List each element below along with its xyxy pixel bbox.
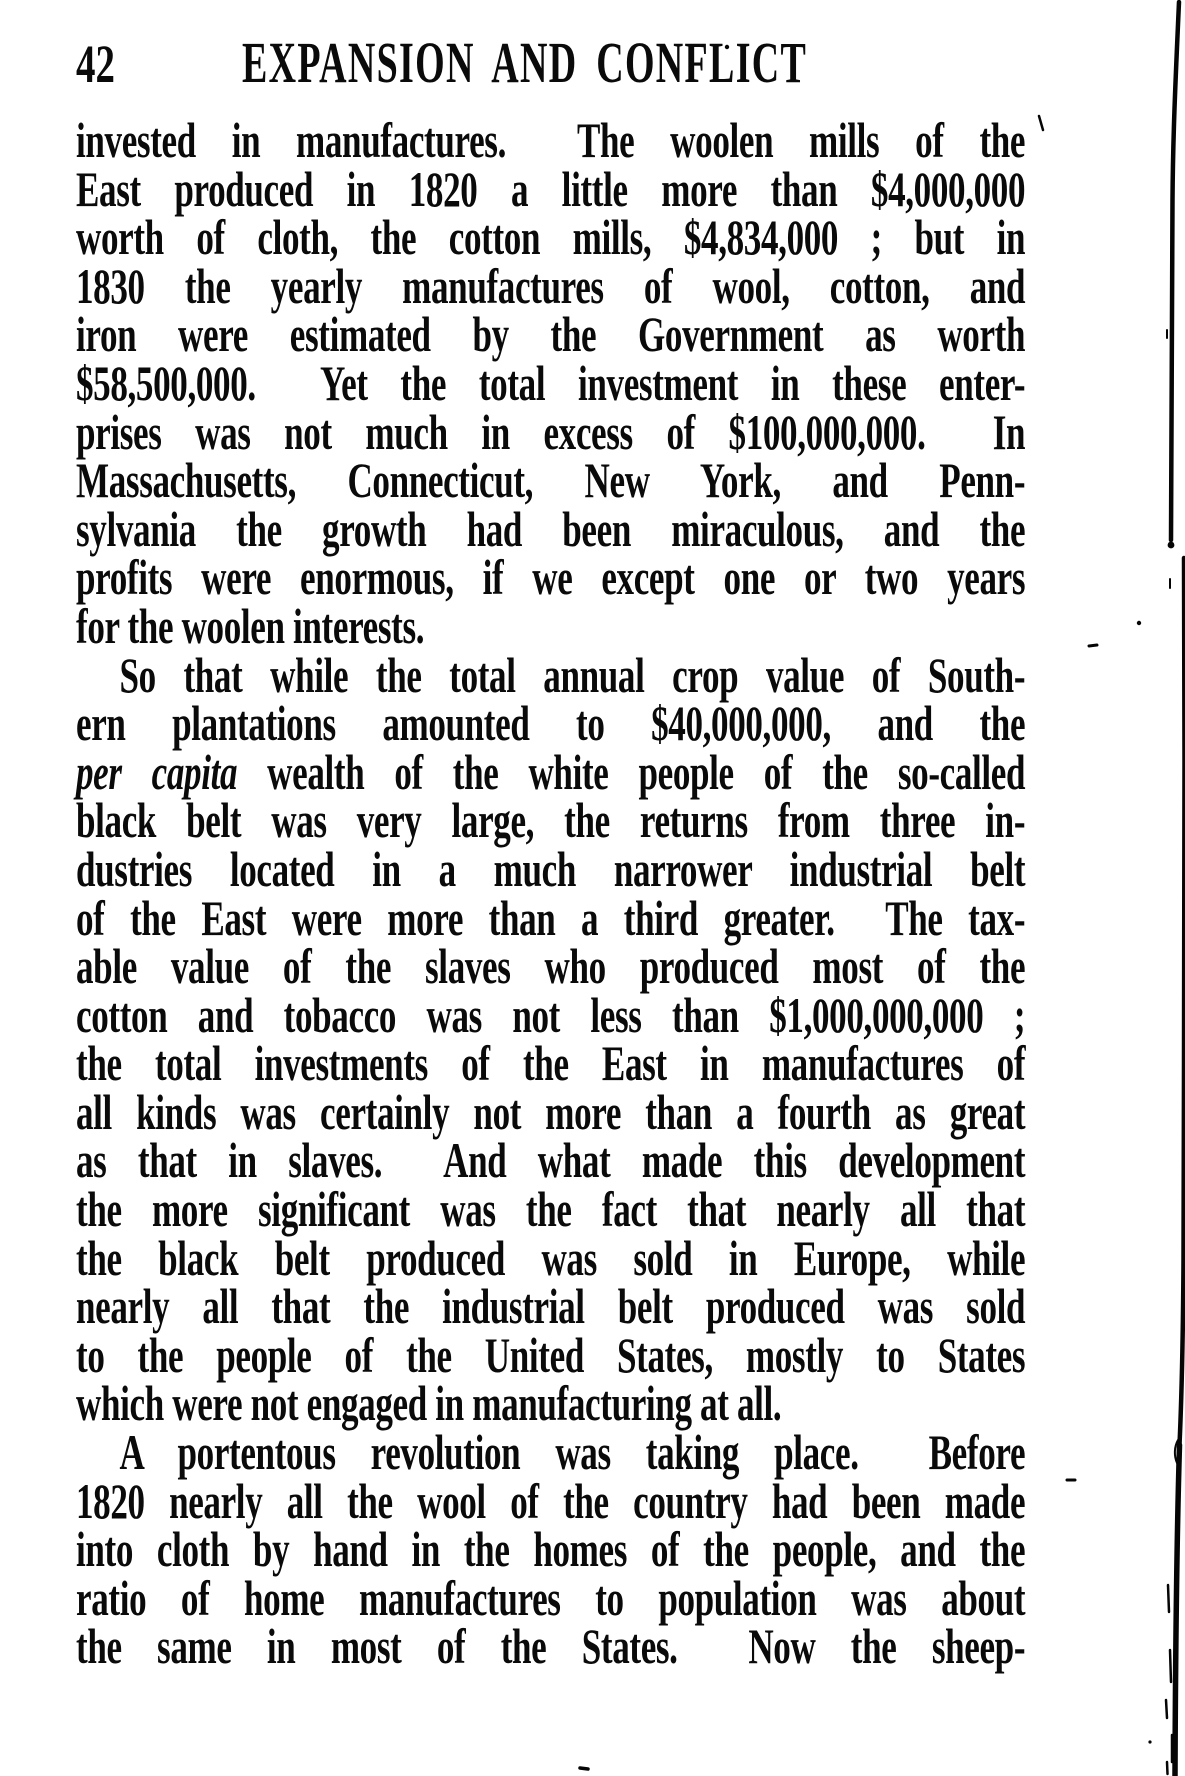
text-line: the total investments of the East in man… [76, 1035, 1026, 1092]
text-line: cotton and tobacco was not less than $1,… [76, 986, 1026, 1043]
text-line: 1820 nearly all the wool of the country … [76, 1472, 1026, 1529]
speck-dot [1148, 1740, 1152, 1744]
text-segment: wealth of the white people of the so-cal… [237, 743, 1026, 800]
page-body: invested in manufactures. The woolen mil… [76, 112, 1185, 1675]
text-line: for the woolen interests. [76, 597, 425, 654]
text-line: 1830 the yearly manufactures of wool, co… [76, 257, 1026, 314]
text-line: Massachusetts, Connecticut, New York, an… [76, 452, 1026, 509]
page-number: 42 [76, 34, 115, 94]
text-line: East produced in 1820 a little more than… [76, 160, 1026, 217]
text-line: worth of cloth, the cotton mills, $4,834… [76, 209, 1026, 266]
text-line: the black belt produced was sold in Euro… [76, 1229, 1026, 1286]
text-line: ern plantations amounted to $40,000,000,… [76, 695, 1026, 752]
text-line: nearly all that the industrial belt prod… [76, 1278, 1026, 1335]
paragraph: A portentous revolution was taking place… [76, 1424, 1185, 1675]
text-line: per capita wealth of the white people of… [76, 747, 1025, 797]
text-line: $58,500,000. Yet the total investment in… [76, 354, 1026, 411]
text-line: prises was not much in excess of $100,00… [76, 403, 1026, 460]
paragraph: invested in manufactures. The woolen mil… [76, 112, 1185, 654]
text-line: to the people of the United States, most… [76, 1326, 1026, 1383]
text-line: dustries located in a much narrower indu… [76, 840, 1026, 897]
text-line: the more significant was the fact that n… [76, 1181, 1026, 1238]
paragraph: So that while the total annual crop valu… [76, 646, 1185, 1432]
text-line: So that while the total annual crop valu… [119, 646, 1026, 703]
running-title: EXPANSION AND CONFLICT [242, 30, 808, 95]
text-line: sylvania the growth had been miraculous,… [76, 500, 1026, 557]
text-line: profits were enormous, if we except one … [76, 549, 1026, 606]
text-line: as that in slaves. And what made this de… [76, 1132, 1026, 1189]
text-line: ratio of home manufactures to population… [76, 1569, 1026, 1626]
text-line: all kinds was certainly not more than a … [76, 1083, 1026, 1140]
text-line: the same in most of the States. Now the … [76, 1618, 1026, 1675]
text-line: black belt was very large, the returns f… [76, 792, 1026, 849]
text-line: into cloth by hand in the homes of the p… [76, 1521, 1026, 1578]
text-line: which were not engaged in manufacturing … [76, 1375, 782, 1432]
speck-dash [578, 1766, 590, 1771]
text-line: of the East were more than a third great… [76, 889, 1026, 946]
italic-text-segment: per capita [76, 743, 238, 800]
text-line: able value of the slaves who produced mo… [76, 938, 1026, 995]
text-line: invested in manufactures. The woolen mil… [76, 112, 1026, 168]
text-line: iron were estimated by the Government as… [76, 306, 1026, 363]
text-line: A portentous revolution was taking place… [119, 1424, 1026, 1481]
